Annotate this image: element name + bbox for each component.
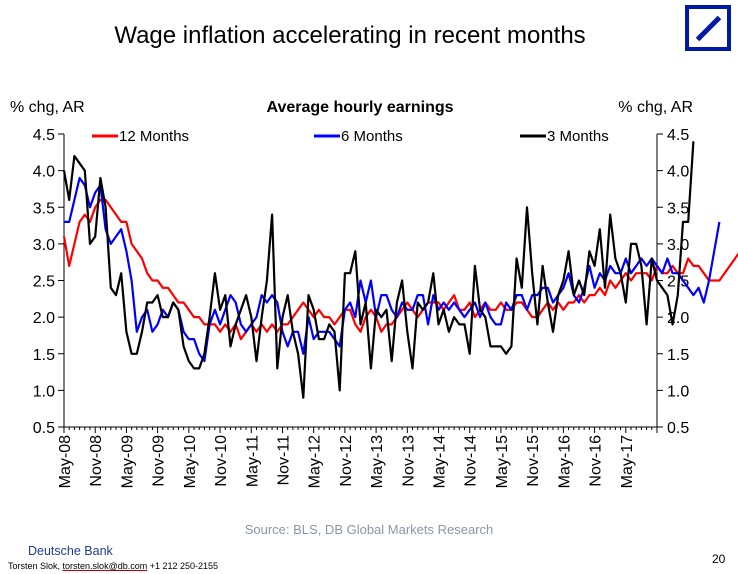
y-tick-label-right: 3.5 — [667, 200, 689, 217]
y-tick-label-left: 1.0 — [33, 383, 55, 400]
page-number: 20 — [712, 552, 726, 566]
x-tick-label: Nov-09 — [151, 435, 168, 487]
x-tick-label: May-14 — [432, 435, 449, 488]
y-tick-label-left: 0.5 — [33, 420, 55, 437]
series-line-6-months — [64, 176, 721, 363]
x-tick-label: Nov-10 — [213, 435, 230, 487]
legend-label-3-months: 3 Months — [547, 128, 609, 145]
series-line-12-months — [62, 198, 738, 341]
x-tick-label: Nov-16 — [588, 435, 605, 487]
y-tick-label-left: 2.0 — [33, 310, 55, 327]
y-tick-label-right: 1.5 — [667, 347, 689, 364]
footer-contact: Torsten Slok, torsten.slok@db.com +1 212… — [8, 561, 218, 571]
chart-legend: 12 Months 6 Months 3 Months — [92, 128, 609, 145]
x-tick-label: May-13 — [369, 435, 386, 488]
footer-brand: Deutsche Bank — [28, 544, 113, 558]
x-tick-label: Nov-15 — [525, 435, 542, 487]
chart: 0.5 0.51.0 1.01.5 1.52.0 2.02.5 2.53.0 3.03.5 3… — [10, 99, 738, 488]
legend-label-6-months: 6 Months — [341, 128, 403, 145]
y-tick-label-right: 4.5 — [667, 127, 689, 144]
y-tick-label-right: 1.0 — [667, 383, 689, 400]
y-tick-label-left: 3.5 — [33, 200, 55, 217]
x-tick-label: Nov-12 — [338, 435, 355, 487]
footer-phone: +1 212 250-2155 — [149, 561, 219, 571]
legend-label-12-months: 12 Months — [119, 128, 189, 145]
x-tick-label: Nov-08 — [88, 435, 105, 487]
x-tick-label: May-11 — [244, 435, 261, 487]
y-tick-label-right: 4.0 — [667, 164, 689, 181]
x-tick-label: Nov-11 — [275, 435, 292, 485]
y-tick-label-left: 3.0 — [33, 237, 55, 254]
y-tick-label-left: 4.0 — [33, 164, 55, 181]
chart-axes: 0.5 0.51.0 1.01.5 1.52.0 2.02.5 2.53.0 3.03.5 3… — [33, 127, 690, 488]
footer-email-link[interactable]: torsten.slok@db.com — [62, 561, 148, 571]
x-tick-label: May-15 — [494, 435, 511, 488]
x-tick-label: Nov-13 — [400, 435, 417, 487]
footer-name: Torsten Slok, — [8, 561, 61, 571]
chart-title: Average hourly earnings — [266, 99, 453, 116]
source-note: Source: BLS, DB Global Markets Research — [244, 522, 494, 537]
x-tick-label: May-09 — [119, 435, 136, 488]
y-tick-label-left: 4.5 — [33, 127, 55, 144]
series-layer — [62, 141, 738, 399]
x-tick-label: May-16 — [556, 435, 573, 488]
series-line-3-months — [62, 141, 695, 399]
x-tick-label: Nov-14 — [463, 435, 480, 487]
x-tick-label: May-08 — [57, 435, 74, 488]
y-axis-label-left: % chg, AR — [10, 99, 85, 116]
y-tick-label-right: 0.5 — [667, 420, 689, 437]
x-tick-label: May-12 — [307, 435, 324, 488]
y-tick-label-left: 1.5 — [33, 347, 55, 364]
y-tick-label-right: 3.0 — [667, 237, 689, 254]
x-tick-label: May-17 — [619, 435, 636, 488]
x-tick-label: May-10 — [182, 435, 199, 488]
deutsche-bank-logo — [685, 5, 731, 51]
y-tick-label-left: 2.5 — [33, 274, 55, 291]
y-axis-label-right: % chg, AR — [618, 99, 693, 116]
slide-title: Wage inflation accelerating in recent mo… — [114, 22, 586, 49]
